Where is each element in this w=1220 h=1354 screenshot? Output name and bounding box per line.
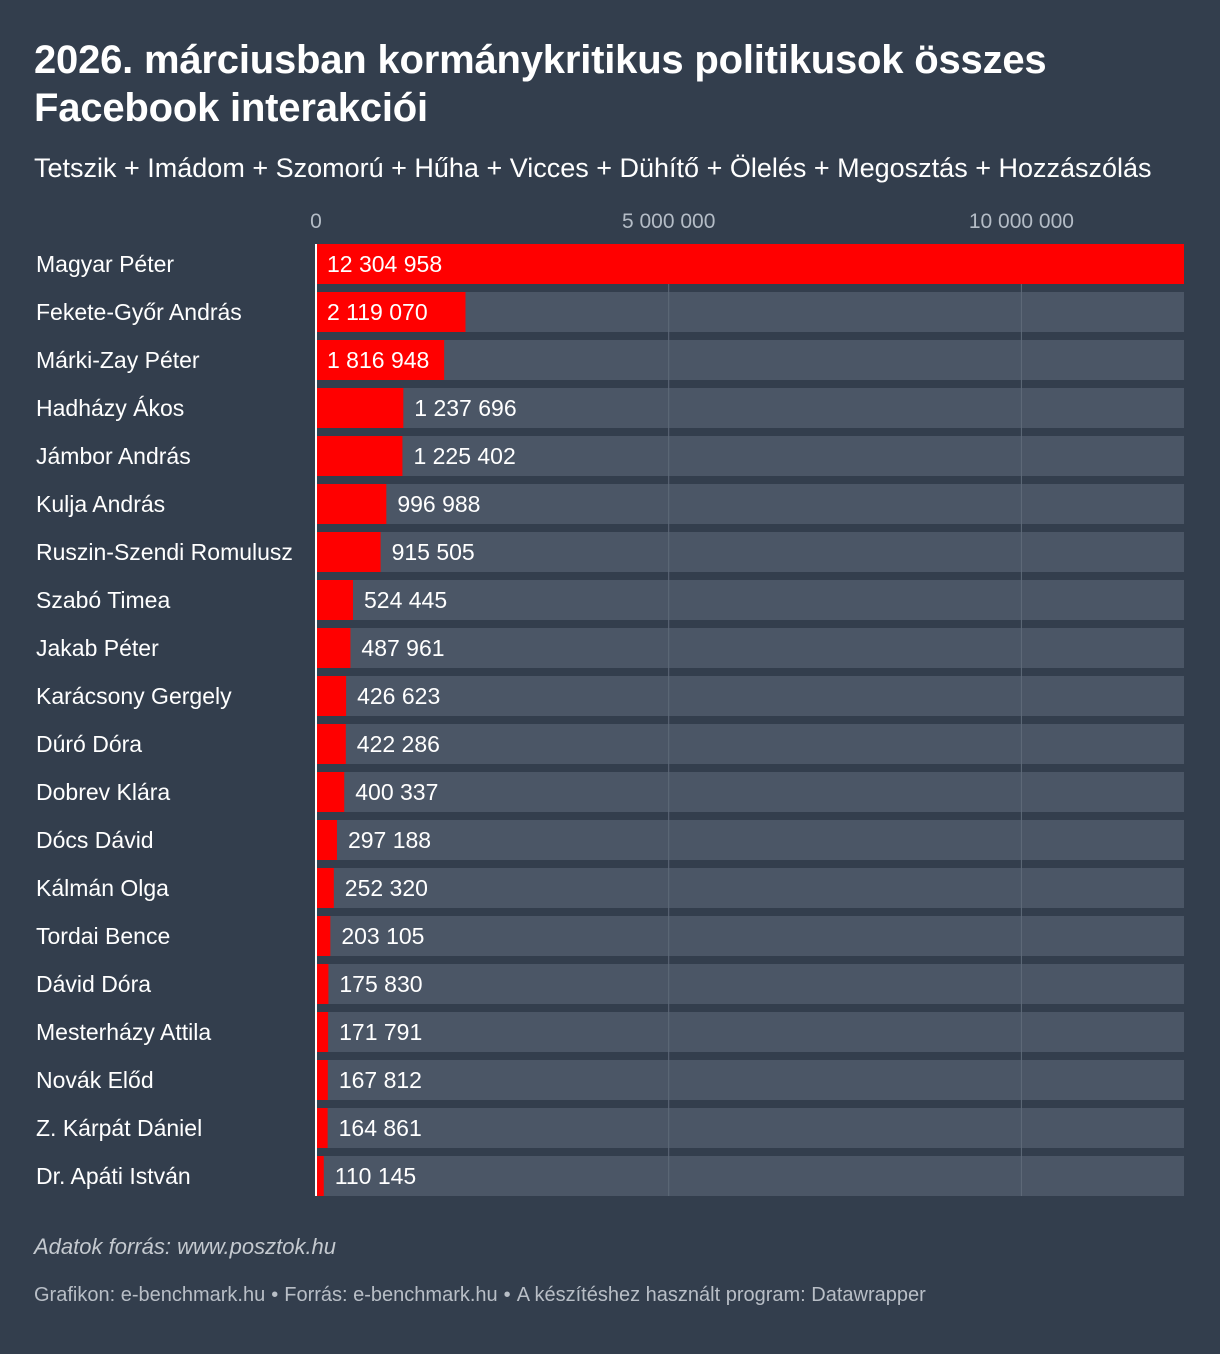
bar-track (316, 868, 1184, 908)
value-label: 2 119 070 (327, 299, 428, 325)
category-label: Kálmán Olga (36, 875, 169, 901)
value-label: 1 225 402 (413, 443, 515, 469)
category-label: Karácsony Gergely (36, 683, 232, 709)
category-label: Tordai Bence (36, 923, 170, 949)
category-label: Kulja András (36, 491, 165, 517)
value-label: 171 791 (339, 1019, 422, 1045)
bar-track (316, 628, 1184, 668)
bar-track (316, 532, 1184, 572)
value-label: 996 988 (397, 491, 480, 517)
bar-chart: 0 5 000 000 10 000 000 Magyar Péter 12 304 9… (36, 210, 1184, 1196)
category-label: Magyar Péter (36, 251, 174, 277)
bar (316, 484, 387, 524)
category-label: Dobrev Klára (36, 779, 170, 805)
category-label: Hadházy Ákos (36, 395, 184, 421)
bar (316, 580, 353, 620)
x-tick-label: 0 (310, 210, 322, 233)
bar (316, 292, 466, 332)
bar-track (316, 676, 1184, 716)
x-tick-label: 10 000 000 (969, 210, 1074, 233)
value-label: 167 812 (339, 1067, 422, 1093)
bar-track (316, 388, 1184, 428)
category-label: Jakab Péter (36, 635, 159, 661)
category-label: Mesterházy Attila (36, 1019, 211, 1045)
value-label: 422 286 (357, 731, 440, 757)
footer: Grafikon: e-benchmark.hu • Forrás: e-bench… (34, 1284, 926, 1307)
bar (316, 532, 381, 572)
value-label: 524 445 (364, 587, 447, 613)
category-label: Jámbor András (36, 443, 191, 469)
footer-source: Forrás: e-benchmark.hu (284, 1284, 498, 1306)
value-label: 1 237 696 (414, 395, 516, 421)
bar (316, 340, 445, 380)
bar-track (316, 484, 1184, 524)
bar (316, 724, 346, 764)
bar (316, 1108, 328, 1148)
category-label: Z. Kárpát Dániel (36, 1115, 202, 1141)
bar-track (316, 1012, 1184, 1052)
category-label: Szabó Timea (36, 587, 170, 613)
value-label: 487 961 (361, 635, 444, 661)
value-label: 12 304 958 (327, 251, 442, 277)
bar-track (316, 820, 1184, 860)
footer-separator: • (271, 1284, 279, 1306)
x-tick-label: 5 000 000 (622, 210, 715, 233)
bar (316, 1156, 324, 1196)
value-label: 1 816 948 (327, 347, 429, 373)
bar (316, 628, 351, 668)
category-label: Fekete-Győr András (36, 299, 242, 325)
value-label: 203 105 (341, 923, 424, 949)
category-label: Dúró Dóra (36, 731, 142, 757)
value-label: 915 505 (392, 539, 475, 565)
value-label: 110 145 (335, 1163, 416, 1189)
bar (316, 244, 1184, 284)
category-label: Novák Előd (36, 1067, 154, 1093)
bar-track (316, 772, 1184, 812)
value-label: 164 861 (339, 1115, 422, 1141)
value-label: 400 337 (355, 779, 438, 805)
value-label: 426 623 (357, 683, 440, 709)
bar-track (316, 1108, 1184, 1148)
bar (316, 964, 329, 1004)
bar (316, 436, 403, 476)
chart-title: 2026. márciusban kormánykritikus politik… (34, 38, 1047, 130)
bar (316, 676, 347, 716)
category-label: Ruszin-Szendi Romulusz (36, 539, 293, 565)
footer-chart-credit: Grafikon: e-benchmark.hu (34, 1284, 266, 1306)
bar-track (316, 1156, 1184, 1196)
bar-track (316, 436, 1184, 476)
category-label: Dávid Dóra (36, 971, 151, 997)
bar (316, 1060, 328, 1100)
footer-tool: A készítéshez használt program: Datawrap… (516, 1284, 926, 1306)
bar-track (316, 916, 1184, 956)
bar-track (316, 1060, 1184, 1100)
bar (316, 916, 331, 956)
value-label: 175 830 (339, 971, 422, 997)
bar (316, 388, 404, 428)
chart-subtitle: Tetszik + Imádom + Szomorú + Hűha + Vicc… (34, 153, 1152, 183)
bar-track (316, 964, 1184, 1004)
bar-track (316, 340, 1184, 380)
bar (316, 868, 334, 908)
bar-track (316, 724, 1184, 764)
category-label: Dr. Apáti István (36, 1163, 191, 1189)
bar (316, 1012, 329, 1052)
footer-separator: • (503, 1284, 511, 1306)
category-label: Dócs Dávid (36, 827, 154, 853)
bar (316, 772, 345, 812)
value-label: 297 188 (348, 827, 431, 853)
value-label: 252 320 (345, 875, 428, 901)
bar-track (316, 580, 1184, 620)
bar (316, 820, 337, 860)
data-source-note: Adatok forrás: www.posztok.hu (34, 1234, 337, 1259)
category-label: Márki-Zay Péter (36, 347, 200, 373)
